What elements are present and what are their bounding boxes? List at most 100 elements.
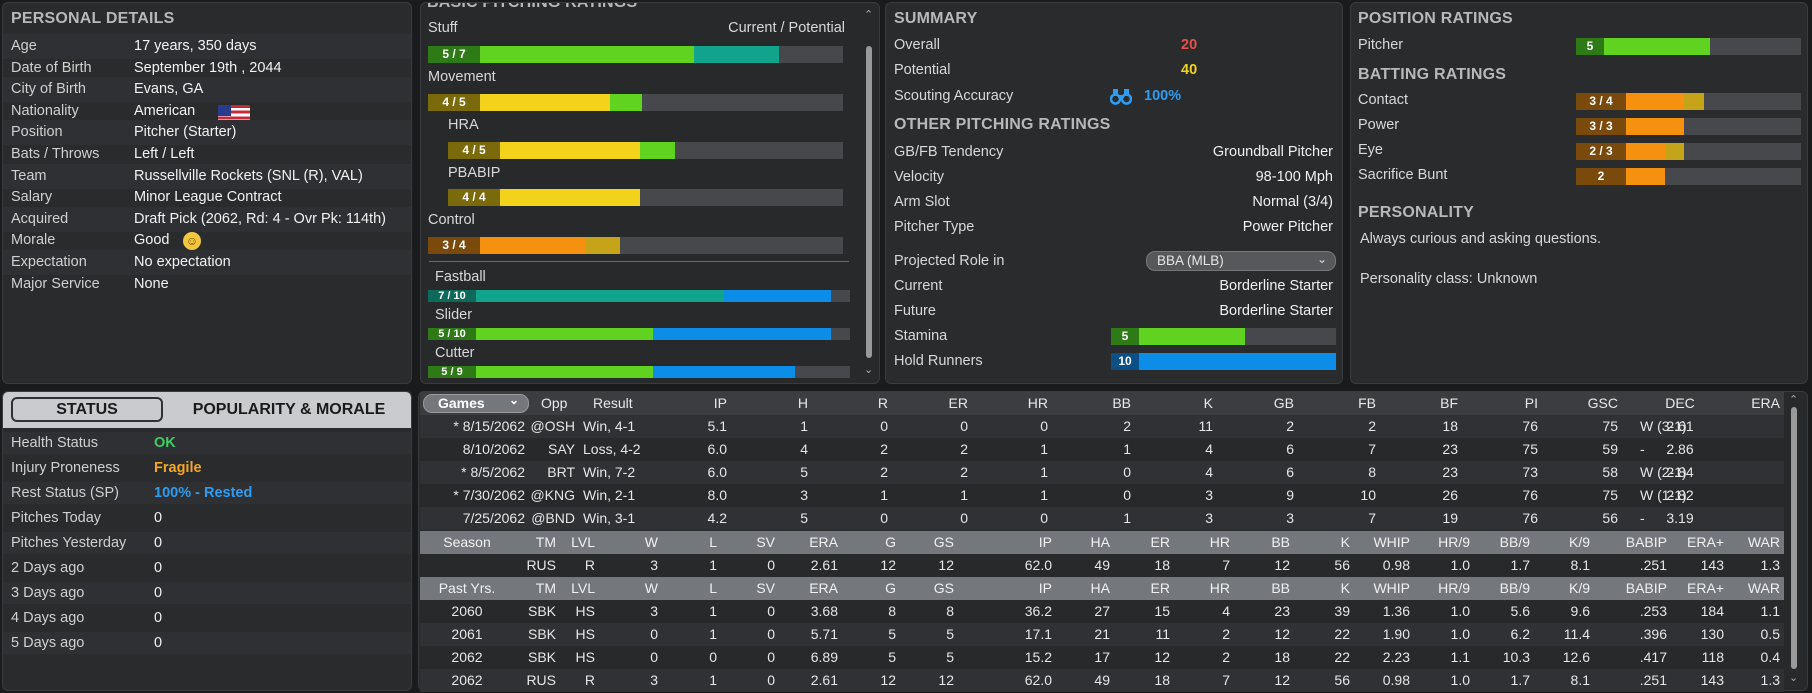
- status-label: Pitches Yesterday: [11, 535, 127, 551]
- tab-status[interactable]: STATUS: [11, 397, 163, 422]
- stat-cell: 1.0: [1450, 557, 1470, 573]
- game-stat: 0: [1040, 418, 1048, 434]
- stat-cell: .251: [1639, 557, 1667, 573]
- game-stat: 3: [1286, 510, 1294, 526]
- stat-cell: 2062: [451, 649, 483, 665]
- detail-value: Pitcher (Starter): [134, 124, 237, 141]
- game-stat: 3: [800, 487, 808, 503]
- other-rating-value: Normal (3/4): [1252, 194, 1333, 210]
- stat-cell: 2: [1222, 649, 1230, 665]
- stat-cell: 0: [767, 672, 775, 688]
- detail-label: Bats / Throws: [11, 146, 100, 162]
- games-select-label: Games: [438, 395, 485, 411]
- column-header: L: [709, 534, 717, 550]
- column-header: K: [1203, 395, 1213, 411]
- stat-cell: 0: [650, 626, 658, 642]
- status-row: Pitches Today 0: [3, 507, 411, 529]
- column-header: HR/9: [1438, 580, 1470, 596]
- column-header: K: [1340, 580, 1350, 596]
- table-scroll-up-icon[interactable]: ⌃: [1789, 394, 1799, 406]
- scroll-thumb[interactable]: [866, 46, 872, 358]
- status-row: 5 Days ago 0: [3, 632, 411, 654]
- personality-text: Always curious and asking questions.: [1360, 231, 1601, 247]
- column-header: WAR: [1747, 580, 1780, 596]
- stat-cell: 6.89: [810, 649, 838, 665]
- column-header: W: [644, 534, 658, 550]
- stat-cell: 1: [709, 557, 717, 573]
- stuff-label: Stuff: [428, 20, 458, 36]
- potential-value: 40: [1181, 62, 1198, 78]
- column-header: BB: [1271, 580, 1290, 596]
- game-stat: 73: [1522, 464, 1538, 480]
- stat-cell: 62.0: [1024, 672, 1052, 688]
- game-stat: 2: [880, 441, 888, 457]
- column-header: IP: [1038, 534, 1052, 550]
- stat-cell: .396: [1639, 626, 1667, 642]
- stat-cell: 1.0: [1450, 626, 1470, 642]
- stat-cell: .417: [1639, 649, 1667, 665]
- detail-value: Draft Pick (2062, Rd: 4 - Ovr Pk: 114th): [134, 210, 386, 227]
- game-stat: 1: [1123, 510, 1131, 526]
- table-scrollbar[interactable]: ⌃ ⌄: [1786, 393, 1802, 689]
- table-row[interactable]: * 7/30/2062 @KNG Win, 2-1 8.0 3 1 1 1 0 3 9 10 26 76 7…: [420, 484, 1784, 507]
- scrollbar[interactable]: ⌃ ⌄: [862, 8, 876, 380]
- stat-cell: 1: [709, 626, 717, 642]
- current-role-label: Current: [894, 278, 943, 294]
- pitch-bar: 7 / 10: [428, 290, 850, 302]
- stat-cell: 5.6: [1510, 603, 1530, 619]
- batting-bar-current: [1626, 143, 1665, 160]
- detail-label: Acquired: [11, 210, 69, 227]
- table-row[interactable]: 8/10/2062 SAY Loss, 4-2 6.0 4 2 2 1 1 4 6 7 23 75 59 - 2…: [420, 438, 1784, 461]
- potential-label: Potential: [894, 62, 951, 78]
- table-scroll-down-icon[interactable]: ⌄: [1789, 672, 1799, 684]
- detail-label: Date of Birth: [11, 59, 92, 76]
- status-value: 100% - Rested: [154, 485, 253, 501]
- column-header: HR/9: [1438, 534, 1470, 550]
- stat-cell: 2060: [451, 603, 483, 619]
- detail-label: Salary: [11, 189, 53, 206]
- stat-cell: 3: [650, 557, 658, 573]
- detail-row: Date of Birth September 19th , 2044: [3, 56, 411, 81]
- stat-cell: 22: [1334, 626, 1350, 642]
- table-scroll-thumb[interactable]: [1791, 407, 1797, 669]
- stat-cell: 1.1: [1760, 603, 1780, 619]
- projected-role-select[interactable]: BBA (MLB) ⌄: [1146, 251, 1336, 271]
- detail-label: Position: [11, 124, 63, 141]
- tab-popularity-morale[interactable]: POPULARITY & MORALE: [173, 397, 405, 422]
- games-select[interactable]: Games ⌄: [423, 393, 529, 413]
- batting-bar-current: [1626, 118, 1685, 135]
- stat-cell: 0: [767, 557, 775, 573]
- chevron-down-icon: ⌄: [508, 393, 519, 407]
- game-result: Win, 7-2: [583, 464, 636, 480]
- other-rating-value: Power Pitcher: [1242, 219, 1333, 235]
- pitch-bar-current: [476, 328, 654, 340]
- detail-value[interactable]: Russellville Rockets (SNL (R), VAL): [134, 167, 363, 184]
- game-stat: 4: [1205, 441, 1213, 457]
- table-row[interactable]: * 8/5/2062 BRT Win, 7-2 6.0 5 2 2 1 0 4 6 8 23 73 58 W …: [420, 461, 1784, 484]
- stat-cell: 1: [709, 672, 717, 688]
- stat-cell: SBK: [527, 649, 556, 665]
- table-row[interactable]: * 8/15/2062 @OSH Win, 4-1 5.1 1 0 0 0 2 11 2 2 18 76 7…: [420, 415, 1784, 438]
- game-stat: 0: [1123, 487, 1131, 503]
- table-row[interactable]: 7/25/2062 @BND Win, 3-1 4.2 5 0 0 0 1 3 3 7 19 76 56 - 3…: [420, 507, 1784, 530]
- basic-pitching-panel: BASIC PITCHING RATINGS Stuff Current / P…: [420, 2, 880, 384]
- stat-cell: 1.0: [1450, 603, 1470, 619]
- stat-cell: 0: [767, 626, 775, 642]
- detail-value: Left / Left: [134, 146, 195, 162]
- column-header: ERA: [809, 580, 838, 596]
- status-label: 4 Days ago: [11, 610, 85, 626]
- other-rating-label: Velocity: [894, 169, 944, 185]
- scroll-down-icon[interactable]: ⌄: [864, 364, 874, 376]
- status-row: 3 Days ago 0: [3, 582, 411, 604]
- game-date: 7/25/2062: [462, 510, 525, 526]
- game-stat: 76: [1522, 510, 1538, 526]
- game-stat: 75: [1602, 418, 1618, 434]
- game-stat: 58: [1602, 464, 1618, 480]
- column-header: BB/9: [1499, 534, 1530, 550]
- stat-cell: RUS: [526, 672, 556, 688]
- past-year-row: 2061 SBK HS 0 1 0 5.71 5 5 17.1 21 11 2 12 22 1.90 1.0 6.…: [420, 623, 1784, 646]
- game-stat: 59: [1602, 441, 1618, 457]
- game-stat: 4.2: [707, 510, 727, 526]
- scroll-up-icon[interactable]: ⌃: [864, 9, 874, 21]
- detail-value: None: [134, 275, 169, 292]
